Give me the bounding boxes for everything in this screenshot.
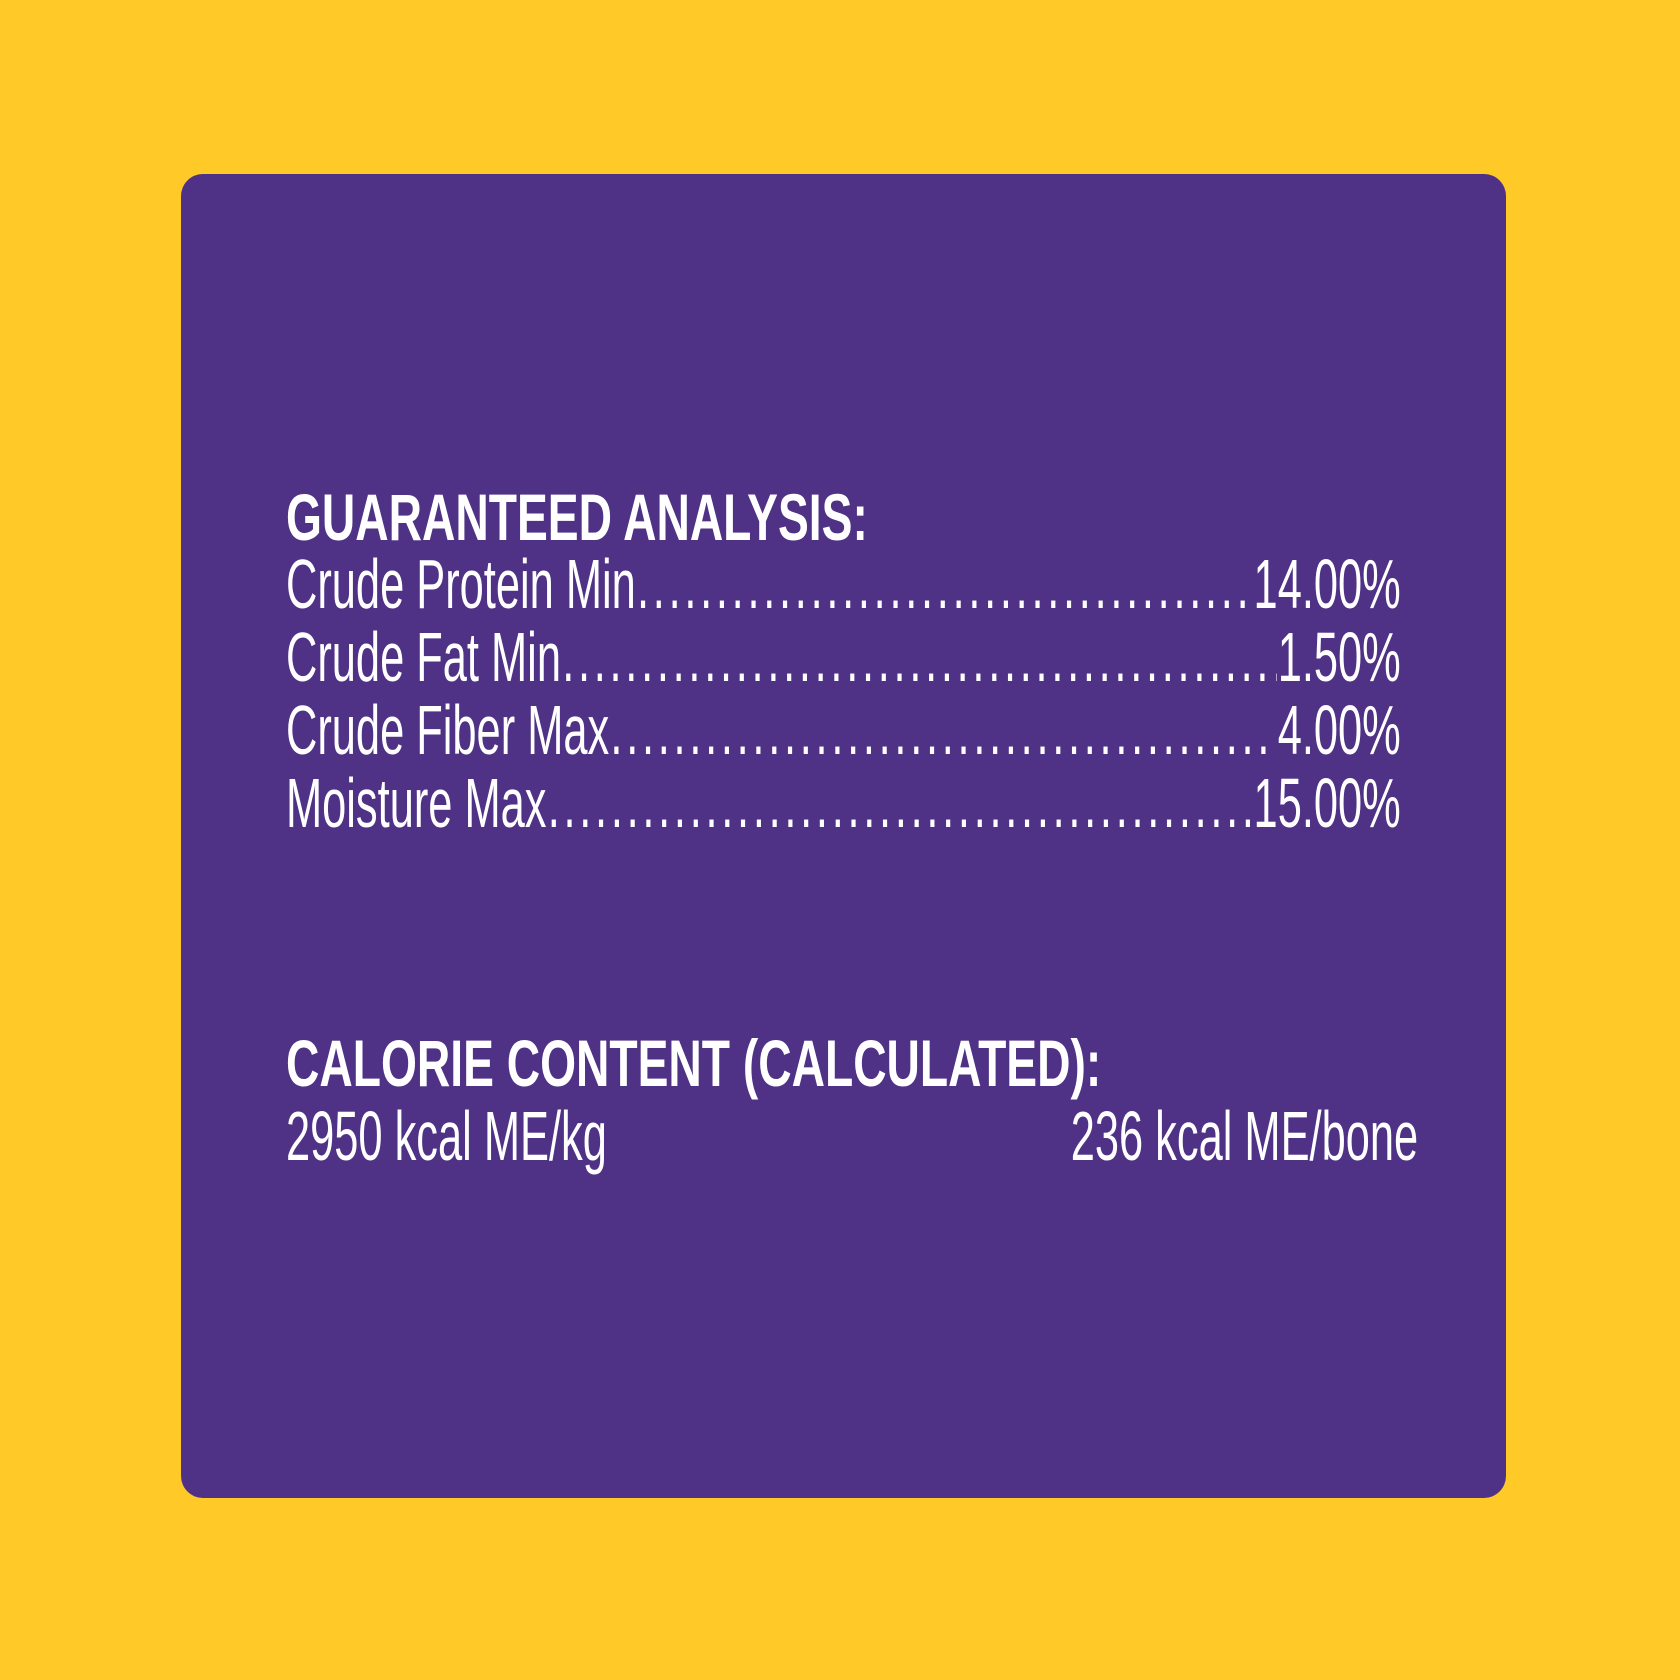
calorie-content-heading: CALORIE CONTENT (CALCULATED):: [286, 1026, 1102, 1100]
analysis-value: 15.00%: [1253, 764, 1401, 842]
nutrition-panel: [181, 174, 1506, 1498]
calorie-content-values: 2950 kcal ME/kg 236 kcal ME/bone: [286, 1100, 1418, 1173]
analysis-row: Crude Fiber Max ........................…: [286, 694, 1401, 767]
analysis-row: Crude Fat Min ..........................…: [286, 621, 1401, 694]
dot-leader: ........................................…: [637, 548, 1253, 621]
dot-leader: ........................................…: [547, 767, 1253, 840]
calories-per-kg: 2950 kcal ME/kg: [286, 1097, 607, 1175]
calorie-row: 2950 kcal ME/kg 236 kcal ME/bone: [286, 1100, 1418, 1173]
analysis-row: Moisture Max ...........................…: [286, 767, 1401, 840]
analysis-row: Crude Protein Min ......................…: [286, 548, 1401, 621]
analysis-label: Moisture Max: [286, 764, 547, 842]
analysis-value: 14.00%: [1253, 545, 1401, 623]
dot-leader: ........................................…: [562, 621, 1276, 694]
guaranteed-analysis-table: Crude Protein Min ......................…: [286, 548, 1401, 840]
analysis-label: Crude Protein Min: [286, 545, 636, 623]
analysis-value: 1.50%: [1277, 618, 1401, 696]
dot-leader: ........................................…: [610, 694, 1276, 767]
analysis-label: Crude Fiber Max: [286, 691, 610, 769]
analysis-label: Crude Fat Min: [286, 618, 561, 696]
calories-per-bone: 236 kcal ME/bone: [1070, 1097, 1419, 1175]
analysis-value: 4.00%: [1277, 691, 1401, 769]
guaranteed-analysis-heading: GUARANTEED ANALYSIS:: [286, 480, 868, 554]
